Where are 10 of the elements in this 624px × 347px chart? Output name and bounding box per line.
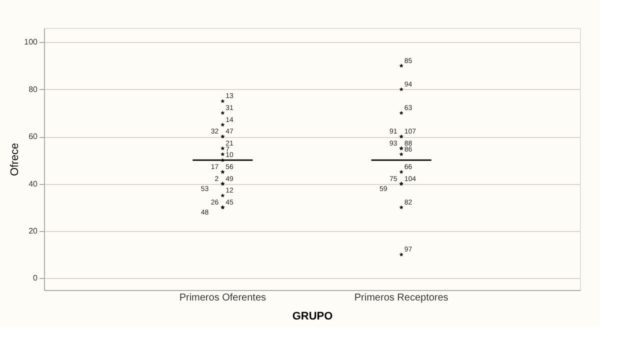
y-tick-label: 60: [28, 132, 38, 142]
y-tick-label: 20: [28, 226, 38, 236]
y-tick-label: 40: [28, 179, 38, 188]
y-tick-label: 0: [33, 274, 38, 283]
y-tick-label: 100: [24, 38, 38, 47]
x-tick-label: Primeros Receptores: [354, 292, 448, 304]
y-tick-label: 80: [28, 84, 38, 94]
y-axis-title: Ofrece: [9, 142, 22, 176]
x-axis-title: GRUPO: [292, 310, 334, 322]
x-tick-label: Primeros Oferentes: [179, 292, 266, 304]
